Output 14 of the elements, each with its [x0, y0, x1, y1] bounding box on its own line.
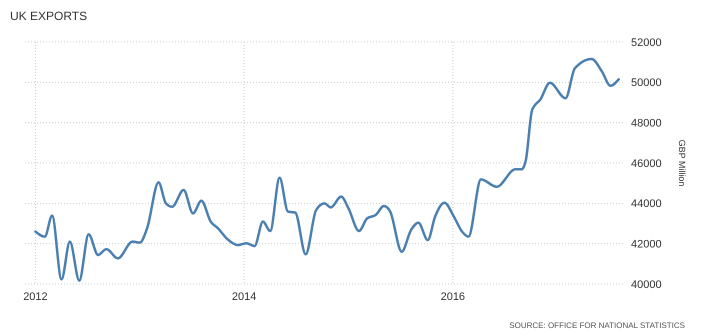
y-tick-label: 52000	[631, 36, 662, 49]
y-tick-label: 50000	[631, 77, 662, 90]
x-tick-label: 2014	[232, 291, 256, 303]
source-note: SOURCE: OFFICE FOR NATIONAL STATISTICS	[509, 321, 685, 330]
x-tick-label: 2012	[23, 291, 48, 303]
y-axis-title: GBP Million	[677, 140, 687, 186]
y-tick-label: 46000	[631, 158, 662, 170]
y-tick-label: 48000	[631, 118, 662, 130]
x-tick-label: 2016	[440, 291, 466, 303]
y-tick-label: 42000	[631, 238, 662, 251]
y-tick-label: 44000	[631, 198, 662, 210]
chart-title: UK EXPORTS	[10, 9, 88, 23]
y-tick-label: 40000	[631, 278, 662, 291]
line-series	[34, 58, 620, 282]
